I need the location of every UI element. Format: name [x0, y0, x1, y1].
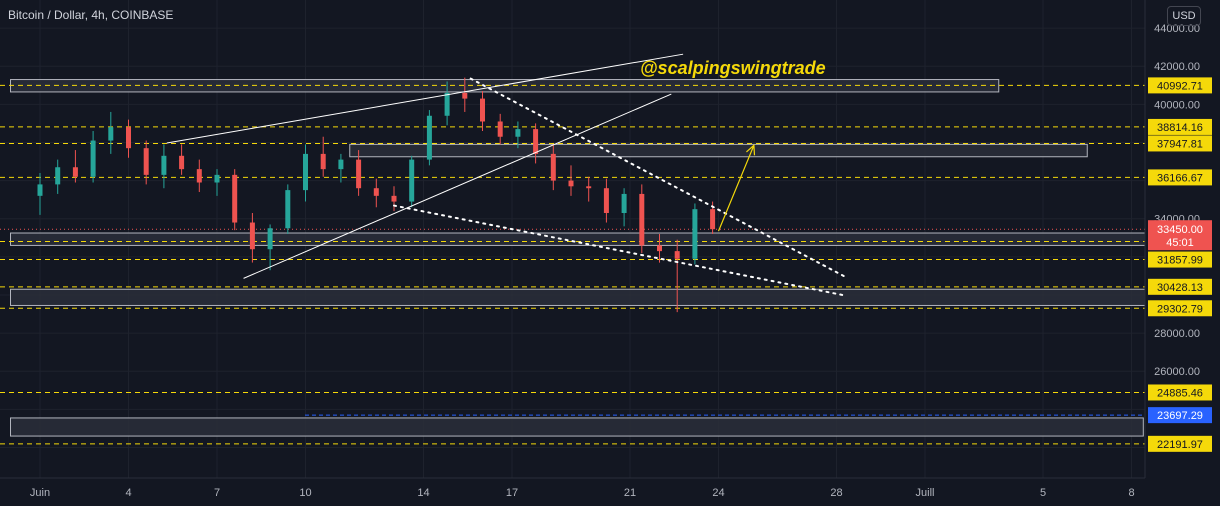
- candle-body: [533, 129, 539, 154]
- candle-body: [710, 209, 716, 230]
- level-price-badge: [1148, 278, 1212, 295]
- chart-title: Bitcoin / Dollar, 4h, COINBASE: [8, 8, 174, 22]
- candle-body: [550, 153, 556, 181]
- candle-body: [249, 222, 255, 250]
- candle-body: [674, 251, 680, 259]
- level-price-label: 30428.13: [1157, 282, 1203, 294]
- countdown-label: 45:01: [1166, 237, 1194, 249]
- x-tick-label: 10: [299, 487, 311, 499]
- x-tick-label: 5: [1040, 487, 1046, 499]
- candle-body: [373, 188, 379, 196]
- y-tick-label: 28000.00: [1154, 328, 1200, 340]
- candle-body: [55, 167, 61, 185]
- x-tick-label: 7: [214, 487, 220, 499]
- current-price-badge: [1148, 220, 1212, 251]
- solid-trendline: [243, 93, 672, 279]
- candle-body: [338, 159, 344, 170]
- candle-body: [303, 153, 308, 191]
- projection-arrow-head: [746, 144, 756, 156]
- candle-body: [409, 159, 415, 202]
- level-price-badge: [1148, 169, 1212, 186]
- blue-level-badge: [1148, 407, 1212, 424]
- x-tick-label: 8: [1128, 487, 1134, 499]
- candle-body: [179, 155, 185, 170]
- candle-body: [232, 174, 238, 223]
- watermark: @scalpingswingtrade: [640, 58, 826, 78]
- y-tick-label: 42000.00: [1154, 61, 1200, 73]
- candle-body: [515, 129, 521, 137]
- dotted-trendline: [393, 204, 844, 296]
- level-price-label: 36166.67: [1157, 172, 1203, 184]
- level-price-label: 22191.97: [1157, 439, 1203, 451]
- candle-body: [90, 140, 96, 177]
- candle-body: [72, 167, 78, 177]
- dotted-trendline: [469, 77, 847, 278]
- x-tick-label: 21: [624, 487, 636, 499]
- candle-body: [285, 190, 291, 229]
- candle-body: [161, 155, 167, 175]
- x-tick-label: 17: [506, 487, 518, 499]
- level-price-badge: [1148, 135, 1212, 152]
- projection-arrow-line: [717, 145, 755, 232]
- candle-body: [444, 92, 450, 116]
- level-price-label: 40992.71: [1157, 80, 1203, 92]
- level-price-badge: [1148, 384, 1212, 401]
- candle-body: [391, 195, 397, 202]
- candle-body: [568, 180, 574, 187]
- zone-rectangle: [10, 288, 1162, 306]
- candle-body: [267, 228, 273, 250]
- blue-level-label: 23697.29: [1157, 410, 1203, 422]
- zone-rectangle: [10, 417, 1144, 437]
- candle-body: [37, 184, 43, 196]
- candle-body: [603, 188, 609, 213]
- candle-body: [497, 121, 503, 137]
- level-price-badge: [1148, 118, 1212, 135]
- y-tick-label: 26000.00: [1154, 366, 1200, 378]
- time-axis: [0, 478, 1145, 506]
- x-tick-label: Juill: [916, 487, 935, 499]
- candle-body: [462, 92, 468, 99]
- y-tick-label: 44000.00: [1154, 23, 1200, 35]
- x-tick-label: 14: [417, 487, 429, 499]
- candle-body: [480, 98, 485, 122]
- candle-body: [214, 174, 220, 183]
- candle-body: [639, 193, 645, 246]
- level-price-badge: [1148, 77, 1212, 94]
- candle-body: [108, 127, 114, 141]
- candle-body: [426, 115, 432, 160]
- candle-body: [692, 209, 698, 259]
- zone-rectangle: [349, 143, 1088, 158]
- candle-body: [657, 245, 662, 252]
- candle-body: [586, 186, 592, 189]
- x-tick-label: Juin: [30, 487, 50, 499]
- solid-trendline: [166, 53, 684, 144]
- level-price-label: 37947.81: [1157, 138, 1203, 150]
- candle-body: [196, 169, 202, 183]
- candle-body: [143, 148, 149, 175]
- current-price-label: 33450.00: [1157, 224, 1203, 236]
- candle-body: [320, 153, 326, 170]
- candle-body: [356, 159, 362, 189]
- y-tick-label: 40000.00: [1154, 99, 1200, 111]
- level-price-label: 24885.46: [1157, 387, 1203, 399]
- level-price-label: 38814.16: [1157, 122, 1203, 134]
- currency-button[interactable]: USD: [1167, 6, 1201, 26]
- level-price-badge: [1148, 300, 1212, 317]
- level-price-badge: [1148, 251, 1212, 268]
- candle-body: [621, 193, 627, 213]
- level-price-badge: [1148, 435, 1212, 452]
- level-price-label: 29302.79: [1157, 303, 1203, 315]
- x-tick-label: 28: [830, 487, 842, 499]
- x-tick-label: 4: [125, 487, 131, 499]
- x-tick-label: 24: [712, 487, 724, 499]
- level-price-label: 31857.99: [1157, 255, 1203, 267]
- candle-body: [126, 127, 131, 149]
